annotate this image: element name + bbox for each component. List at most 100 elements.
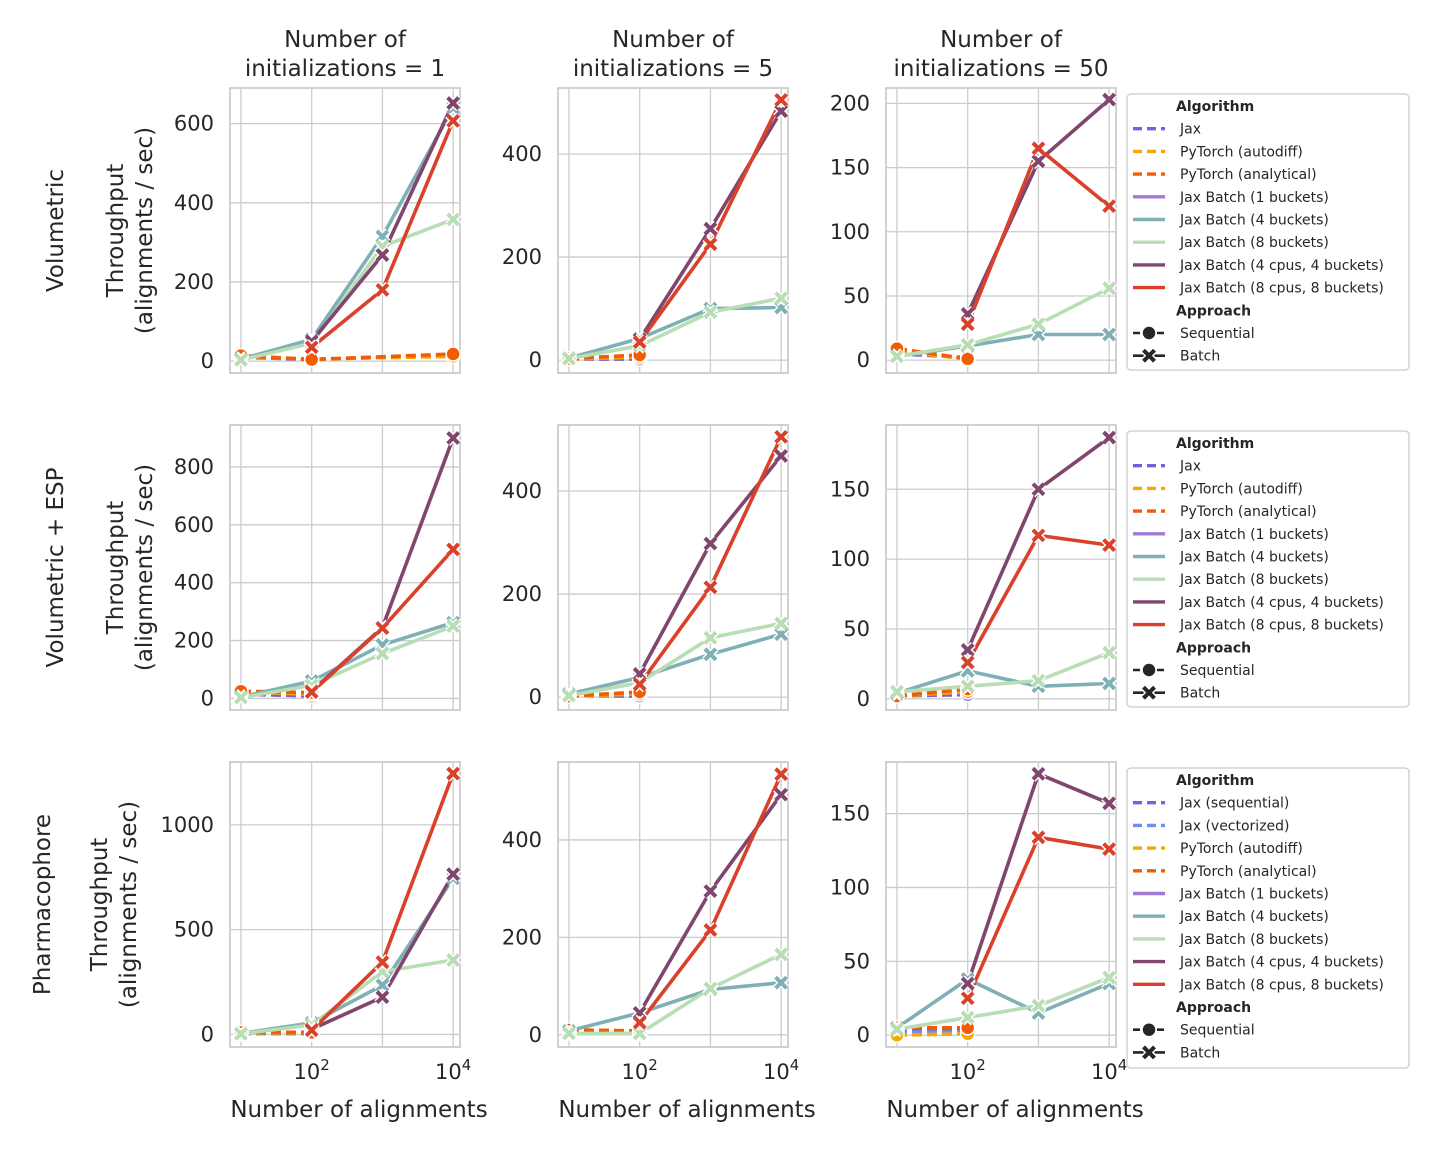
column-title-line: Number of bbox=[612, 27, 735, 53]
data-point-jax-batch-8-buckets bbox=[1031, 673, 1046, 688]
y-tick-label: 150 bbox=[830, 156, 870, 180]
y-tick-label: 400 bbox=[502, 479, 542, 503]
data-point-jax-batch-8-cpus-8-buckets bbox=[1031, 830, 1046, 845]
series-line-jax-batch-4-buckets bbox=[895, 977, 1110, 1030]
legend-title-approach: Approach bbox=[1176, 640, 1251, 656]
legend-item-jax-batch-8-cpus-8-buckets: Jax Batch (8 cpus, 8 buckets) bbox=[1179, 281, 1384, 297]
series-line-jax-batch-8-buckets bbox=[896, 286, 1110, 359]
axes-frame bbox=[557, 761, 789, 1048]
legend-row-0: Algorithm Jax PyTorch (autodiff) PyTorch (a… bbox=[1126, 93, 1410, 371]
y-axis-label-line: Throughput bbox=[103, 164, 129, 299]
legend-item-jax-batch-4-cpus-4-buckets: Jax Batch (4 cpus, 4 buckets) bbox=[1179, 595, 1384, 611]
legend-marker-sequential bbox=[1141, 1021, 1157, 1038]
data-point-jax-batch-8-buckets bbox=[446, 619, 461, 634]
legend-item-pytorch-analytical: PyTorch (analytical) bbox=[1180, 504, 1317, 520]
y-tick-label: 200 bbox=[502, 582, 542, 606]
data-point-jax-batch-4-buckets bbox=[703, 647, 718, 662]
panel-r2-c1: 0 200 400 102 104 Number of alignments bbox=[502, 761, 816, 1123]
legend-marker-sequential bbox=[1141, 662, 1157, 678]
y-tick-label: 500 bbox=[174, 918, 214, 942]
x-tick-label: 102 bbox=[294, 1056, 330, 1084]
series-line-jax-batch-8-buckets bbox=[569, 952, 782, 1036]
data-point-jax-batch-8-cpus-8-buckets bbox=[304, 685, 319, 699]
y-tick-label: 400 bbox=[502, 828, 542, 852]
y-axis-label-line: (alignments / sec) bbox=[132, 127, 158, 334]
data-point-jax-batch-8-buckets bbox=[960, 337, 975, 352]
data-point-pytorch-analytical bbox=[959, 351, 976, 367]
legend-item-jax-batch-4-buckets: Jax Batch (4 buckets) bbox=[1179, 213, 1329, 229]
legend-item-pytorch-autodiff: PyTorch (autodiff) bbox=[1180, 481, 1303, 497]
data-point-jax-batch-4-buckets bbox=[1102, 327, 1117, 342]
series-line-jax-batch-4-buckets bbox=[240, 877, 455, 1036]
data-point-jax-batch-4-cpus-4-buckets bbox=[703, 536, 718, 551]
data-point-jax-batch-4-cpus-4-buckets bbox=[1102, 92, 1117, 107]
series-line-pytorch-analytical bbox=[568, 353, 640, 361]
axes-frame bbox=[229, 424, 461, 711]
row-label: Pharmacophore bbox=[30, 814, 56, 995]
y-tick-label: 50 bbox=[843, 617, 870, 641]
legend-marker-batch bbox=[1142, 685, 1156, 700]
data-point-jax-batch-4-buckets bbox=[774, 975, 789, 990]
data-point-jax-batch-8-cpus-8-buckets bbox=[375, 282, 390, 297]
data-point-jax-batch-8-buckets bbox=[234, 1026, 248, 1041]
data-point-jax-batch-8-cpus-8-buckets bbox=[304, 1023, 319, 1038]
legend-title-approach: Approach bbox=[1176, 303, 1251, 319]
axes-frame bbox=[885, 761, 1117, 1048]
series-line-jax-batch-8-buckets bbox=[240, 217, 454, 362]
legend-item-sequential: Sequential bbox=[1180, 326, 1255, 342]
series-line-jax-batch-8-buckets bbox=[568, 296, 782, 361]
legend-item-sequential: Sequential bbox=[1180, 1023, 1255, 1039]
y-tick-label: 0 bbox=[857, 1023, 870, 1047]
series-line-jax-batch-8-buckets bbox=[896, 975, 1110, 1032]
data-point-jax-batch-4-cpus-4-buckets bbox=[774, 787, 789, 802]
y-axis-label-line: (alignments / sec) bbox=[116, 801, 142, 1008]
y-tick-label: 0 bbox=[857, 687, 870, 711]
y-tick-label: 800 bbox=[174, 455, 214, 479]
data-point-jax-batch-8-buckets bbox=[703, 305, 718, 320]
data-point-jax-batch-8-buckets bbox=[375, 646, 390, 661]
legend-item-jax: Jax bbox=[1179, 459, 1201, 475]
data-point-jax-batch-8-cpus-8-buckets bbox=[1102, 538, 1117, 553]
y-tick-label: 1000 bbox=[161, 813, 214, 837]
y-tick-label: 0 bbox=[529, 348, 542, 372]
row-label: Volumetric bbox=[43, 169, 69, 292]
y-tick-label: 0 bbox=[529, 685, 542, 709]
y-axis-label-line: (alignments / sec) bbox=[132, 464, 158, 671]
panel-r1-c2: 0 50 100 150 bbox=[830, 424, 1118, 711]
data-point-jax-batch-8-buckets bbox=[890, 1022, 904, 1037]
column-title-line: Number of bbox=[940, 27, 1063, 53]
data-point-jax-batch-8-cpus-8-buckets bbox=[632, 677, 647, 692]
series-line-pytorch-analytical bbox=[896, 346, 968, 361]
series-line-jax-batch-4-buckets bbox=[568, 632, 782, 696]
data-point-jax-batch-8-cpus-8-buckets bbox=[375, 955, 390, 970]
y-tick-label: 50 bbox=[843, 284, 870, 308]
data-point-pytorch-analytical bbox=[445, 346, 461, 362]
data-point-jax-batch-8-cpus-8-buckets bbox=[446, 542, 461, 557]
legend-row-2: Algorithm Jax (sequential) Jax (vectorized… bbox=[1126, 767, 1410, 1069]
legend-item-jax-vectorized: Jax (vectorized) bbox=[1179, 818, 1290, 834]
column-title: Number of initializations = 50 bbox=[893, 27, 1108, 82]
data-point-jax-batch-8-cpus-8-buckets bbox=[960, 991, 975, 1006]
legend-marker-batch bbox=[1142, 348, 1156, 363]
legend-item-batch: Batch bbox=[1180, 349, 1220, 365]
series-line-jax-batch-4-buckets bbox=[896, 669, 1110, 695]
data-point-jax-batch-8-buckets bbox=[774, 616, 789, 631]
y-tick-label: 400 bbox=[174, 571, 214, 595]
y-tick-label: 600 bbox=[174, 513, 214, 537]
x-tick-exponent: 4 bbox=[462, 1056, 472, 1074]
legend-item-jax-batch-8-cpus-8-buckets: Jax Batch (8 cpus, 8 buckets) bbox=[1179, 618, 1384, 634]
data-point-jax-batch-4-cpus-4-buckets bbox=[1031, 482, 1046, 497]
legend-box bbox=[1126, 767, 1410, 1069]
data-point-jax-batch-8-buckets bbox=[890, 349, 904, 364]
axes-frame bbox=[229, 87, 461, 374]
legend-item-jax-batch-1-buckets: Jax Batch (1 buckets) bbox=[1179, 887, 1329, 903]
data-point-jax-batch-4-cpus-4-buckets bbox=[774, 104, 789, 119]
axes-frame bbox=[885, 87, 1117, 374]
legend-item-batch: Batch bbox=[1180, 1045, 1220, 1061]
y-tick-label: 0 bbox=[529, 1023, 542, 1047]
column-title-line: initializations = 50 bbox=[893, 56, 1108, 82]
data-point-jax-batch-8-cpus-8-buckets bbox=[1102, 842, 1117, 857]
data-point-jax-batch-4-cpus-4-buckets bbox=[1031, 766, 1046, 781]
series-line-jax-batch-4-buckets bbox=[896, 332, 1110, 359]
data-point-jax-batch-8-cpus-8-buckets bbox=[632, 1015, 647, 1030]
